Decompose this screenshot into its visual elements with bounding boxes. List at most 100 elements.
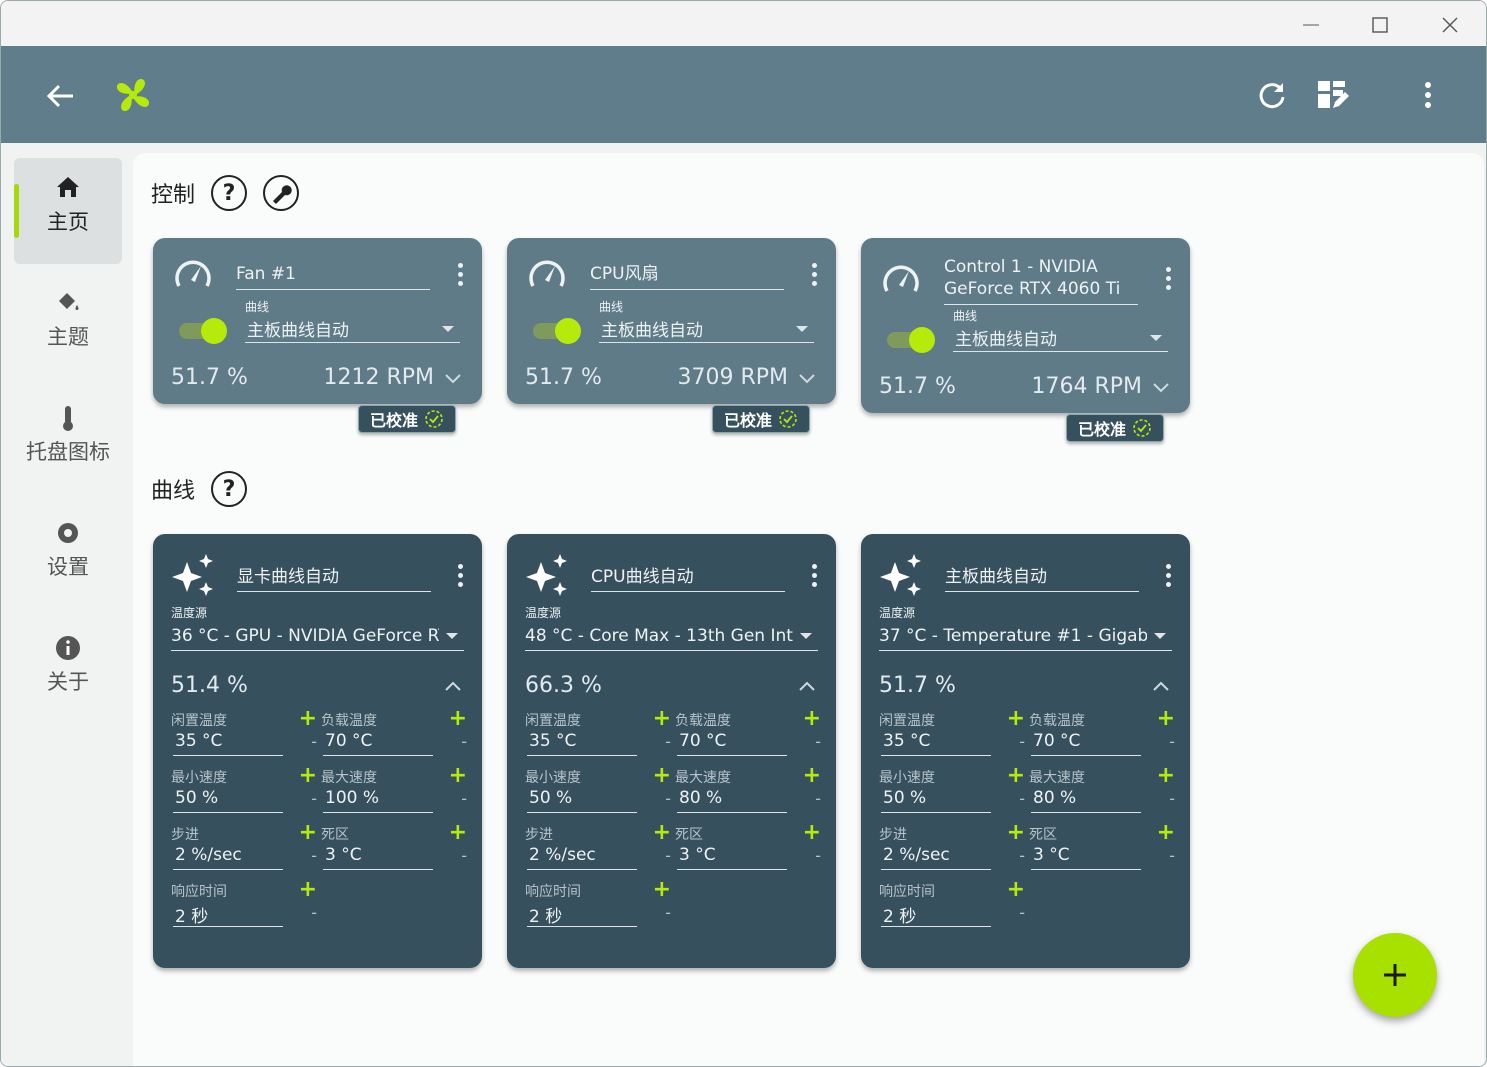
parameter-field: 死区 +3 °C -	[1029, 820, 1175, 881]
increment-button[interactable]: +	[1006, 820, 1025, 845]
parameter-label: 死区	[321, 827, 349, 843]
curve-output: 51.7 %	[879, 673, 956, 698]
increment-button[interactable]: +	[652, 877, 671, 902]
help-button[interactable]: ?	[211, 175, 248, 211]
nav-icon	[58, 523, 78, 543]
decrement-button[interactable]: -	[1019, 846, 1025, 865]
decrement-button[interactable]: -	[1019, 903, 1025, 922]
expand-button[interactable]	[442, 367, 464, 389]
nav-item[interactable]: 关于	[14, 618, 122, 724]
parameter-value: 35 °C	[881, 728, 991, 756]
increment-button[interactable]: +	[1006, 706, 1025, 731]
decrement-button[interactable]: -	[1019, 732, 1025, 751]
increment-button[interactable]: +	[298, 706, 317, 731]
minimize-button[interactable]	[1301, 15, 1321, 35]
decrement-button[interactable]: -	[665, 846, 671, 865]
decrement-button[interactable]: -	[1169, 789, 1175, 808]
fan-speed: 51.7 %	[171, 365, 248, 390]
decrement-button[interactable]: -	[311, 846, 317, 865]
temp-source-dropdown[interactable]: 37 °C - Temperature #1 - Gigabyte	[879, 621, 1172, 651]
parameter-value: 35 °C	[527, 728, 637, 756]
decrement-button[interactable]: -	[1019, 789, 1025, 808]
increment-button[interactable]: +	[1006, 763, 1025, 788]
increment-button[interactable]: +	[448, 706, 467, 731]
decrement-button[interactable]: -	[461, 732, 467, 751]
nav-icon	[63, 406, 73, 431]
more-menu-button[interactable]	[1421, 80, 1435, 112]
increment-button[interactable]: +	[298, 820, 317, 845]
card-menu-button[interactable]	[1166, 267, 1172, 290]
enable-toggle[interactable]	[885, 326, 937, 353]
settings-button[interactable]	[263, 175, 300, 211]
temp-source-dropdown[interactable]: 36 °C - GPU - NVIDIA GeForce RT	[171, 621, 464, 651]
increment-button[interactable]: +	[1156, 820, 1175, 845]
parameter-value: 3 °C	[323, 842, 433, 870]
back-button[interactable]	[45, 80, 77, 112]
enable-toggle[interactable]	[177, 317, 229, 344]
expand-button[interactable]	[1150, 376, 1172, 398]
field-label: 温度源	[879, 606, 916, 620]
increment-button[interactable]: +	[802, 763, 821, 788]
parameter-field: 最小速度 +50 % -	[525, 763, 671, 824]
increment-button[interactable]: +	[802, 706, 821, 731]
decrement-button[interactable]: -	[311, 903, 317, 922]
increment-button[interactable]: +	[802, 820, 821, 845]
nav-item[interactable]: 主题	[14, 273, 122, 379]
decrement-button[interactable]: -	[665, 903, 671, 922]
card-menu-button[interactable]	[1166, 563, 1172, 587]
dropdown-value: 主板曲线自动	[955, 330, 1057, 350]
increment-button[interactable]: +	[652, 706, 671, 731]
increment-button[interactable]: +	[1156, 763, 1175, 788]
fan-speed: 51.7 %	[525, 365, 602, 390]
add-button[interactable]	[1353, 933, 1437, 1017]
decrement-button[interactable]: -	[815, 789, 821, 808]
parameter-value: 2 秒	[881, 899, 991, 927]
close-button[interactable]	[1440, 15, 1460, 35]
decrement-button[interactable]: -	[815, 846, 821, 865]
decrement-button[interactable]: -	[461, 846, 467, 865]
curve-row: 曲线 主板曲线自动	[879, 307, 1172, 353]
refresh-button[interactable]	[1256, 79, 1288, 111]
increment-button[interactable]: +	[448, 763, 467, 788]
increment-button[interactable]: +	[448, 820, 467, 845]
parameter-value: 80 %	[677, 785, 787, 813]
decrement-button[interactable]: -	[665, 789, 671, 808]
collapse-button[interactable]	[1150, 675, 1172, 697]
collapse-button[interactable]	[796, 675, 818, 697]
increment-button[interactable]: +	[1156, 706, 1175, 731]
help-button[interactable]: ?	[211, 471, 248, 507]
dropdown-value: 主板曲线自动	[601, 321, 703, 341]
increment-button[interactable]: +	[652, 820, 671, 845]
increment-button[interactable]: +	[298, 877, 317, 902]
nav-item[interactable]: 托盘图标	[14, 388, 122, 494]
card-menu-button[interactable]	[458, 262, 464, 286]
decrement-button[interactable]: -	[1169, 846, 1175, 865]
curve-dropdown[interactable]: 曲线 主板曲线自动	[953, 307, 1168, 352]
increment-button[interactable]: +	[298, 763, 317, 788]
maximize-button[interactable]	[1370, 15, 1390, 35]
curve-dropdown[interactable]: 曲线 主板曲线自动	[599, 298, 814, 343]
card-menu-button[interactable]	[458, 563, 464, 587]
increment-button[interactable]: +	[1006, 877, 1025, 902]
parameter-field: 步进 +2 %/sec -	[171, 820, 317, 881]
enable-toggle[interactable]	[531, 317, 583, 344]
temp-source-dropdown[interactable]: 48 °C - Core Max - 13th Gen Intel	[525, 621, 818, 651]
decrement-button[interactable]: -	[665, 732, 671, 751]
card-menu-button[interactable]	[812, 262, 818, 286]
field-label: 曲线	[599, 300, 624, 314]
edit-layout-button[interactable]	[1315, 78, 1349, 112]
expand-button[interactable]	[796, 367, 818, 389]
curve-dropdown[interactable]: 曲线 主板曲线自动	[245, 298, 460, 343]
collapse-button[interactable]	[442, 675, 464, 697]
decrement-button[interactable]: -	[311, 789, 317, 808]
decrement-button[interactable]: -	[311, 732, 317, 751]
nav-item[interactable]: 设置	[14, 503, 122, 609]
decrement-button[interactable]: -	[461, 789, 467, 808]
decrement-button[interactable]: -	[815, 732, 821, 751]
card-menu-button[interactable]	[812, 563, 818, 587]
nav-item[interactable]: 主页	[14, 158, 122, 264]
decrement-button[interactable]: -	[1169, 732, 1175, 751]
dropdown-value: 37 °C - Temperature #1 - Gigabyte	[879, 625, 1147, 646]
increment-button[interactable]: +	[652, 763, 671, 788]
dropdown-field: 主板曲线自动	[599, 315, 814, 343]
